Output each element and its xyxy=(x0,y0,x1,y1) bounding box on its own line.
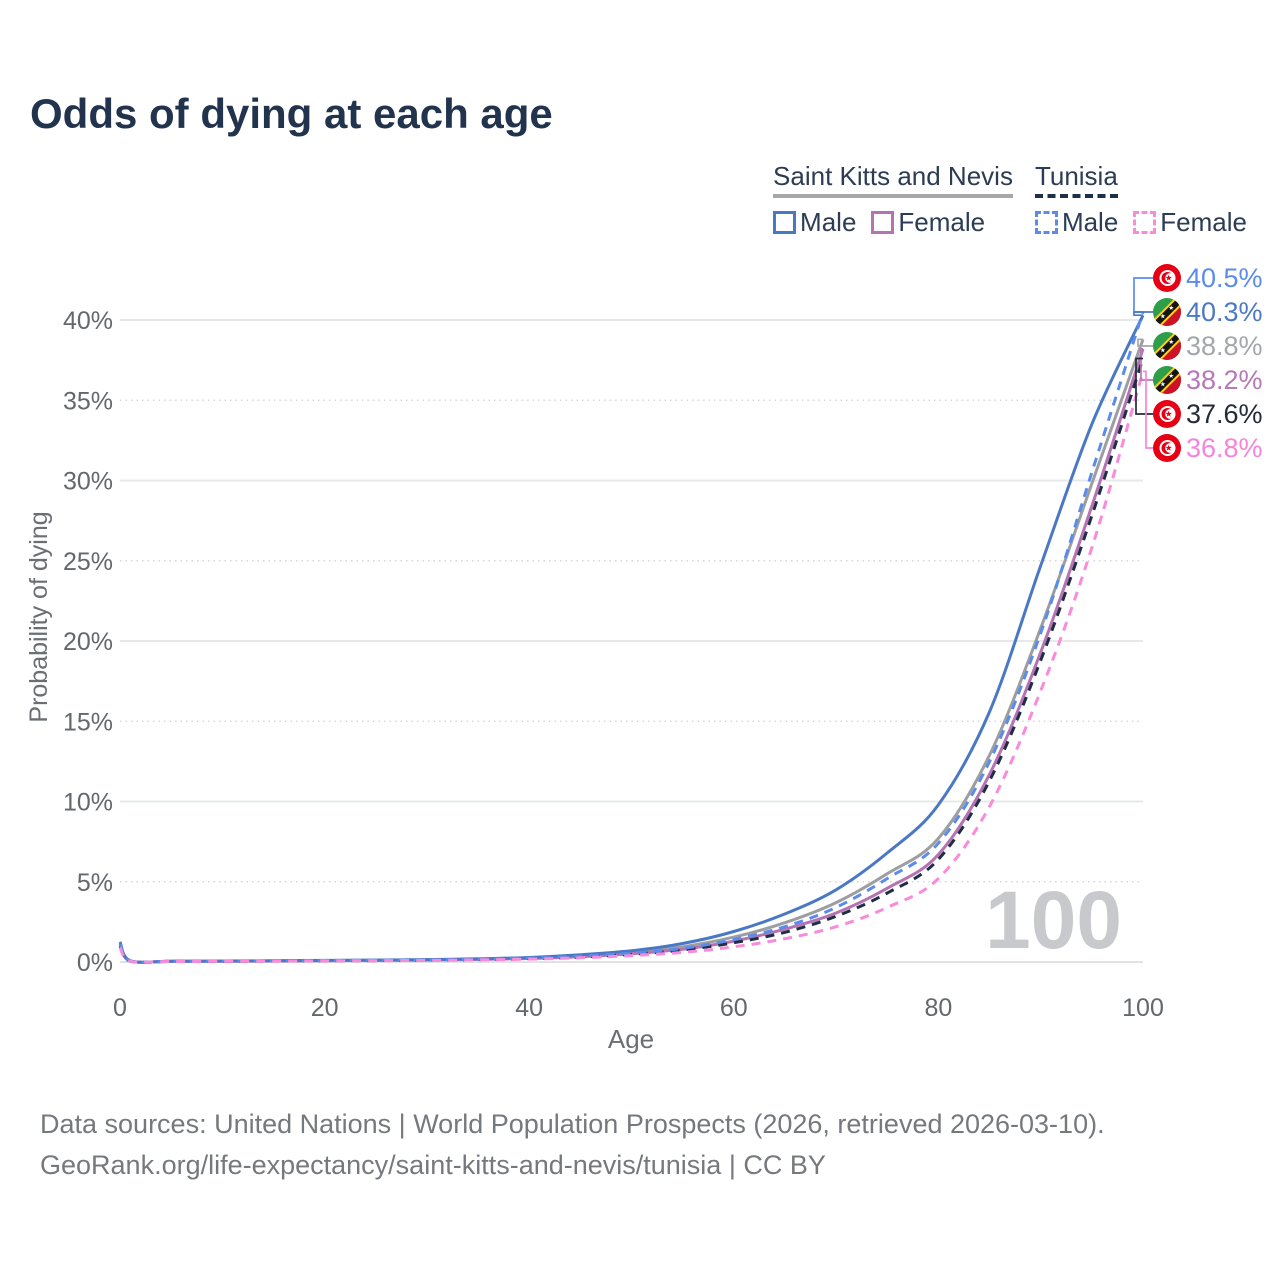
flag-saint-kitts-and-nevis-icon xyxy=(1153,332,1181,360)
y-axis-title: Probability of dying xyxy=(25,511,53,722)
legend-swatch-icon xyxy=(1133,211,1157,235)
legend-item-label: Male xyxy=(1061,207,1119,238)
legend-row: Male Female xyxy=(1034,207,1247,238)
y-tick-label-40: 40% xyxy=(63,307,113,335)
legend-swatch-icon xyxy=(773,211,797,235)
callout-value-tunisia-female: 36.8% xyxy=(1186,433,1263,463)
y-tick-label-5: 5% xyxy=(77,869,113,897)
callout-leader-tunisia-male xyxy=(1133,277,1153,313)
legend-group-saint-kitts-and-nevis: Saint Kitts and Nevis Male Female xyxy=(773,162,1013,238)
footer-attribution: GeoRank.org/life-expectancy/saint-kitts-… xyxy=(40,1150,826,1180)
x-axis-title: Age xyxy=(608,1024,654,1054)
y-tick-label-25: 25% xyxy=(63,548,113,576)
legend-swatch-icon xyxy=(871,211,895,235)
legend-country-label: Saint Kitts and Nevis xyxy=(773,162,1013,199)
y-tick-label-15: 15% xyxy=(63,708,113,736)
footer-data-sources: Data sources: United Nations | World Pop… xyxy=(40,1109,1105,1139)
series-line-tunisia-female xyxy=(118,370,1145,964)
flag-tunisia-icon xyxy=(1153,264,1181,292)
series-line-tunisia-both-sexes xyxy=(118,358,1145,964)
legend-country-label: Tunisia xyxy=(1034,162,1118,199)
callout-value-saint-kitts-and-nevis-both-sexes: 38.8% xyxy=(1186,331,1263,361)
legend: Saint Kitts and Nevis Male Female Tunisia Ma… xyxy=(773,162,1247,238)
legend-item-tunisia-male[interactable]: Male xyxy=(1034,207,1119,238)
legend-item-label: Female xyxy=(1160,207,1247,238)
x-tick-label-20: 20 xyxy=(311,994,339,1022)
page-title: Odds of dying at each age xyxy=(30,90,553,137)
series-line-tunisia-male xyxy=(118,311,1145,964)
y-tick-label-10: 10% xyxy=(63,789,113,817)
callout-leader-saint-kitts-and-nevis-female xyxy=(1140,348,1153,381)
legend-item-saint-kitts-and-nevis-male[interactable]: Male xyxy=(773,207,856,238)
callout-value-tunisia-both-sexes: 37.6% xyxy=(1186,399,1263,429)
callout-leader-saint-kitts-and-nevis-male xyxy=(1133,311,1153,317)
y-tick-label-35: 35% xyxy=(63,387,113,415)
x-tick-label-60: 60 xyxy=(720,994,748,1022)
callout-leader-tunisia-female xyxy=(1143,370,1153,449)
y-tick-label-0: 0% xyxy=(77,949,113,977)
series-line-saint-kitts-and-nevis-female xyxy=(118,348,1145,964)
x-tick-label-80: 80 xyxy=(924,994,952,1022)
x-tick-label-100: 100 xyxy=(1122,994,1164,1022)
flag-tunisia-icon xyxy=(1153,434,1181,462)
legend-item-tunisia-female[interactable]: Female xyxy=(1133,207,1247,238)
y-tick-label-30: 30% xyxy=(63,468,113,496)
footer: Data sources: United Nations | World Pop… xyxy=(40,1104,1105,1186)
legend-item-saint-kitts-and-nevis-female[interactable]: Female xyxy=(871,207,985,238)
legend-row: Male Female xyxy=(773,207,985,238)
legend-swatch-icon xyxy=(1034,211,1058,235)
flag-saint-kitts-and-nevis-icon xyxy=(1153,298,1181,326)
callout-value-saint-kitts-and-nevis-male: 40.3% xyxy=(1186,297,1263,327)
legend-item-label: Female xyxy=(898,207,986,238)
series-line-saint-kitts-and-nevis-both-sexes xyxy=(118,338,1145,964)
y-tick-label-20: 20% xyxy=(63,628,113,656)
legend-item-label: Male xyxy=(800,207,857,238)
legend-group-tunisia: Tunisia Male Female xyxy=(1034,162,1247,238)
callout-leader-saint-kitts-and-nevis-both-sexes xyxy=(1137,338,1153,347)
x-tick-label-40: 40 xyxy=(515,994,543,1022)
flag-saint-kitts-and-nevis-icon xyxy=(1153,366,1181,394)
callout-value-tunisia-male: 40.5% xyxy=(1186,263,1263,293)
callout-leader-tunisia-both-sexes xyxy=(1135,357,1153,415)
flag-tunisia-icon xyxy=(1153,400,1181,428)
age-watermark: 100 xyxy=(985,875,1122,966)
series-line-saint-kitts-and-nevis-male xyxy=(118,314,1145,964)
x-tick-label-0: 0 xyxy=(113,994,127,1022)
callout-value-saint-kitts-and-nevis-female: 38.2% xyxy=(1186,365,1263,395)
